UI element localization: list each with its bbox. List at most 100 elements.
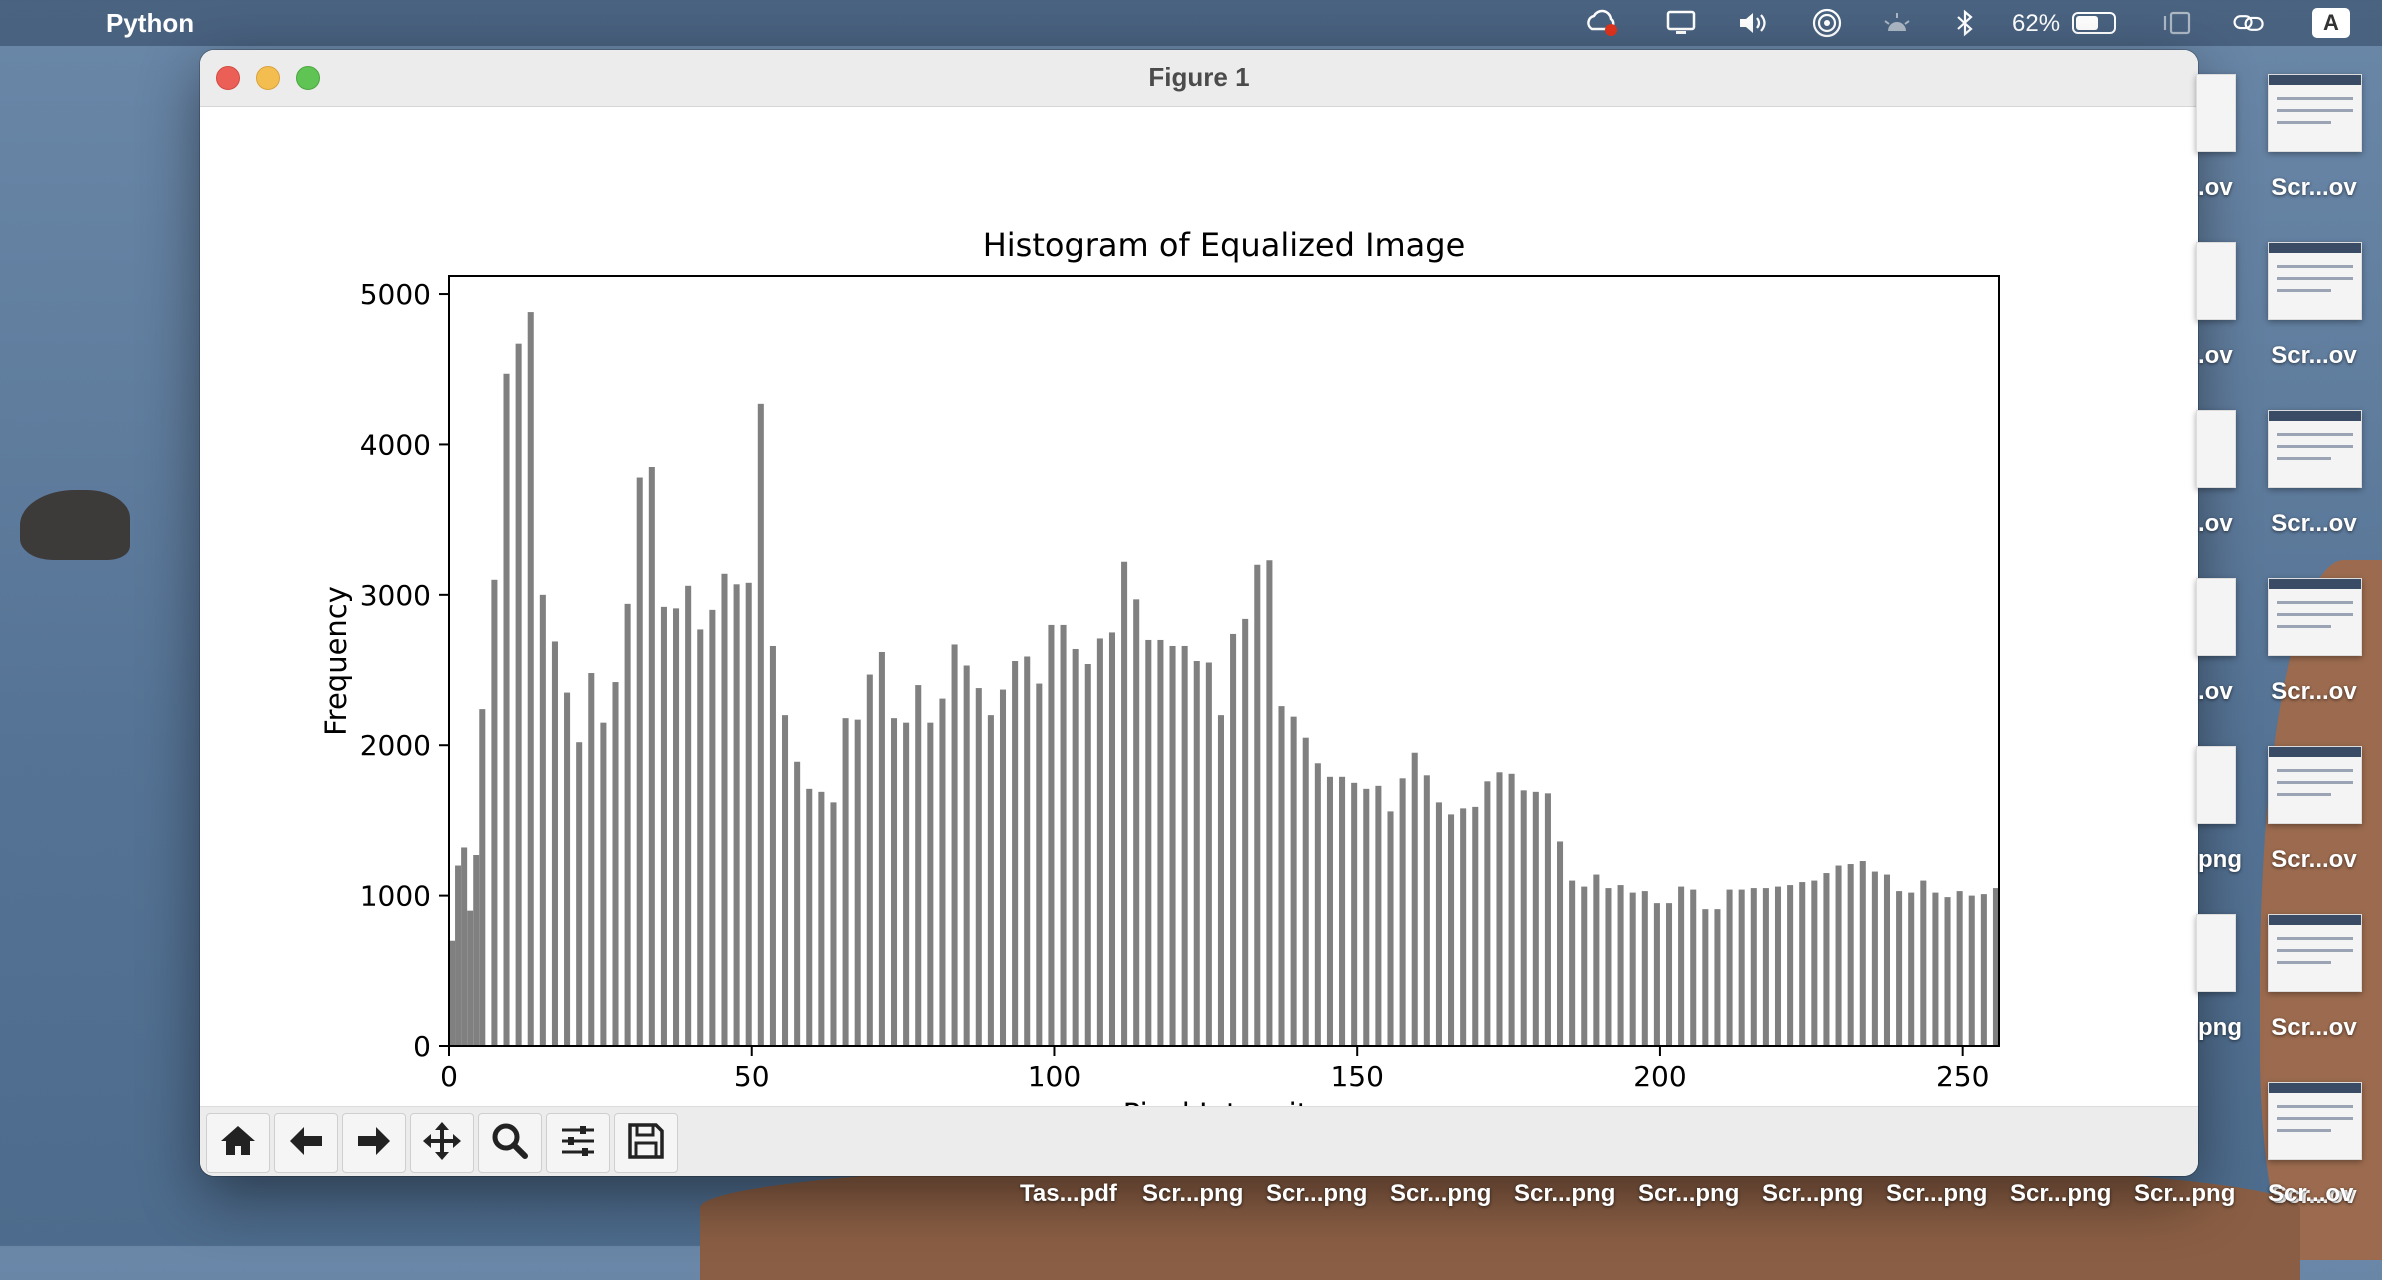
display-icon[interactable] [1664, 8, 1698, 38]
histogram-bar [624, 603, 631, 1046]
histogram-bar [1193, 661, 1200, 1046]
chart-title: Histogram of Equalized Image [983, 226, 1466, 264]
histogram-bar [636, 477, 643, 1046]
desktop-rock-left [20, 490, 130, 560]
desktop-file-label[interactable]: Scr...ov [2271, 678, 2357, 705]
brightness-icon[interactable] [1880, 8, 1914, 38]
pan-button[interactable] [410, 1113, 474, 1173]
desktop-file-thumbnail[interactable] [2268, 242, 2362, 320]
desktop-file-thumbnail[interactable] [2268, 746, 2362, 824]
desktop-file-thumbnail-partial[interactable] [2196, 74, 2236, 152]
desktop-file-label-partial[interactable]: png [2198, 1014, 2242, 1041]
desktop-file-thumbnail[interactable] [2268, 1082, 2362, 1160]
histogram-bar [818, 791, 825, 1046]
airdrop-icon[interactable] [1810, 8, 1844, 38]
configure-subplots-button[interactable] [546, 1113, 610, 1173]
desktop-file-thumbnail-partial[interactable] [2196, 914, 2236, 992]
histogram-bar [709, 609, 716, 1046]
x-tick-label: 100 [1028, 1060, 1081, 1093]
save-button[interactable] [614, 1113, 678, 1173]
desktop-file-label[interactable]: Scr...png [2134, 1180, 2236, 1207]
desktop-file-label-partial[interactable]: png [2198, 846, 2242, 873]
desktop-file-label[interactable]: Scr...png [1266, 1180, 1368, 1207]
minimize-window-button[interactable] [256, 66, 280, 90]
x-tick-label: 250 [1936, 1060, 1989, 1093]
desktop-file-thumbnail-partial[interactable] [2196, 410, 2236, 488]
histogram-bar [927, 722, 934, 1046]
desktop-file-label[interactable]: Tas...pdf [1020, 1180, 1117, 1207]
desktop-file-thumbnail-partial[interactable] [2196, 746, 2236, 824]
histogram-bar [1799, 882, 1806, 1046]
desktop-file-label[interactable]: Scr...ov [2268, 1180, 2354, 1207]
input-source-indicator[interactable]: A [2312, 8, 2350, 38]
histogram-bar [648, 467, 655, 1046]
desktop-file-label[interactable]: Scr...ov [2271, 1014, 2357, 1041]
desktop-file-label[interactable]: Scr...ov [2271, 174, 2357, 201]
histogram-bar [975, 688, 982, 1046]
histogram-bar [1399, 778, 1406, 1046]
desktop-file-label[interactable]: Scr...ov [2271, 846, 2357, 873]
histogram-bar [1387, 811, 1394, 1046]
desktop-file-thumbnail[interactable] [2268, 914, 2362, 992]
stage-manager-icon[interactable] [2160, 8, 2194, 38]
desktop-file-thumbnail[interactable] [2268, 74, 2362, 152]
desktop-file-label[interactable]: Scr...ov [2271, 1182, 2357, 1209]
histogram-bar [1714, 909, 1721, 1046]
desktop-file-label[interactable]: Scr...png [1390, 1180, 1492, 1207]
desktop-file-thumbnail[interactable] [2268, 578, 2362, 656]
histogram-bar [1678, 886, 1685, 1046]
back-button[interactable] [274, 1113, 338, 1173]
histogram-bar [1956, 891, 1963, 1046]
volume-icon[interactable] [1736, 8, 1770, 38]
histogram-bar [1060, 624, 1067, 1046]
desktop-file-label[interactable]: Scr...ov [2271, 510, 2357, 537]
histogram-bar [1896, 891, 1903, 1046]
desktop-file-label[interactable]: Scr...png [1638, 1180, 1740, 1207]
histogram-bar [1423, 775, 1430, 1046]
close-window-button[interactable] [216, 66, 240, 90]
forward-button[interactable] [342, 1113, 406, 1173]
desktop-file-label-partial[interactable]: .ov [2198, 510, 2233, 537]
histogram-bar [1435, 802, 1442, 1046]
histogram-bar [660, 606, 667, 1046]
desktop-file-thumbnail[interactable] [2268, 410, 2362, 488]
battery-icon[interactable] [2072, 12, 2116, 34]
creative-cloud-icon[interactable] [1585, 8, 1619, 38]
screen-mirroring-icon[interactable] [2232, 8, 2266, 38]
window-titlebar[interactable]: Figure 1 [200, 50, 2198, 107]
histogram-bar [1968, 895, 1975, 1046]
y-tick-label: 2000 [360, 729, 431, 762]
histogram-bar [1411, 752, 1418, 1046]
desktop-file-label[interactable]: Scr...png [1886, 1180, 1988, 1207]
desktop-file-label[interactable]: Scr...png [1142, 1180, 1244, 1207]
histogram-bar [1665, 903, 1673, 1046]
desktop-rock-bottom [700, 1160, 2300, 1280]
histogram-bar [1992, 888, 1999, 1046]
desktop-file-label[interactable]: Scr...png [1514, 1180, 1616, 1207]
desktop-file-thumbnail-partial[interactable] [2196, 242, 2236, 320]
app-name-menu[interactable]: Python [106, 8, 195, 38]
desktop-file-label-partial[interactable]: .ov [2198, 678, 2233, 705]
histogram-bar [1532, 791, 1539, 1046]
histogram-bar [697, 629, 704, 1046]
zoom-window-button[interactable] [296, 66, 320, 90]
x-axis-label: Pixel Intensity [1123, 1097, 1326, 1106]
histogram-bar [1605, 888, 1612, 1046]
home-button[interactable] [206, 1113, 270, 1173]
desktop-file-label[interactable]: Scr...ov [2271, 342, 2357, 369]
bluetooth-icon[interactable] [1948, 8, 1982, 38]
desktop-file-label-partial[interactable]: .ov [2198, 342, 2233, 369]
histogram-bar [539, 594, 546, 1046]
histogram-bar [1084, 664, 1091, 1046]
plot-frame [448, 275, 2000, 1047]
desktop-file-label-partial[interactable]: .ov [2198, 174, 2233, 201]
desktop-file-label[interactable]: Scr...png [1762, 1180, 1864, 1207]
histogram-bar [1072, 648, 1079, 1046]
histogram-bar [842, 718, 849, 1046]
x-tick-label: 150 [1330, 1060, 1383, 1093]
histogram-chart: 0 50 100 150 200 250 0 1000 2000 3000 4000 5000 Hi… [319, 226, 2000, 1106]
save-icon [626, 1121, 666, 1166]
desktop-file-thumbnail-partial[interactable] [2196, 578, 2236, 656]
zoom-button[interactable] [478, 1113, 542, 1173]
desktop-file-label[interactable]: Scr...png [2010, 1180, 2112, 1207]
